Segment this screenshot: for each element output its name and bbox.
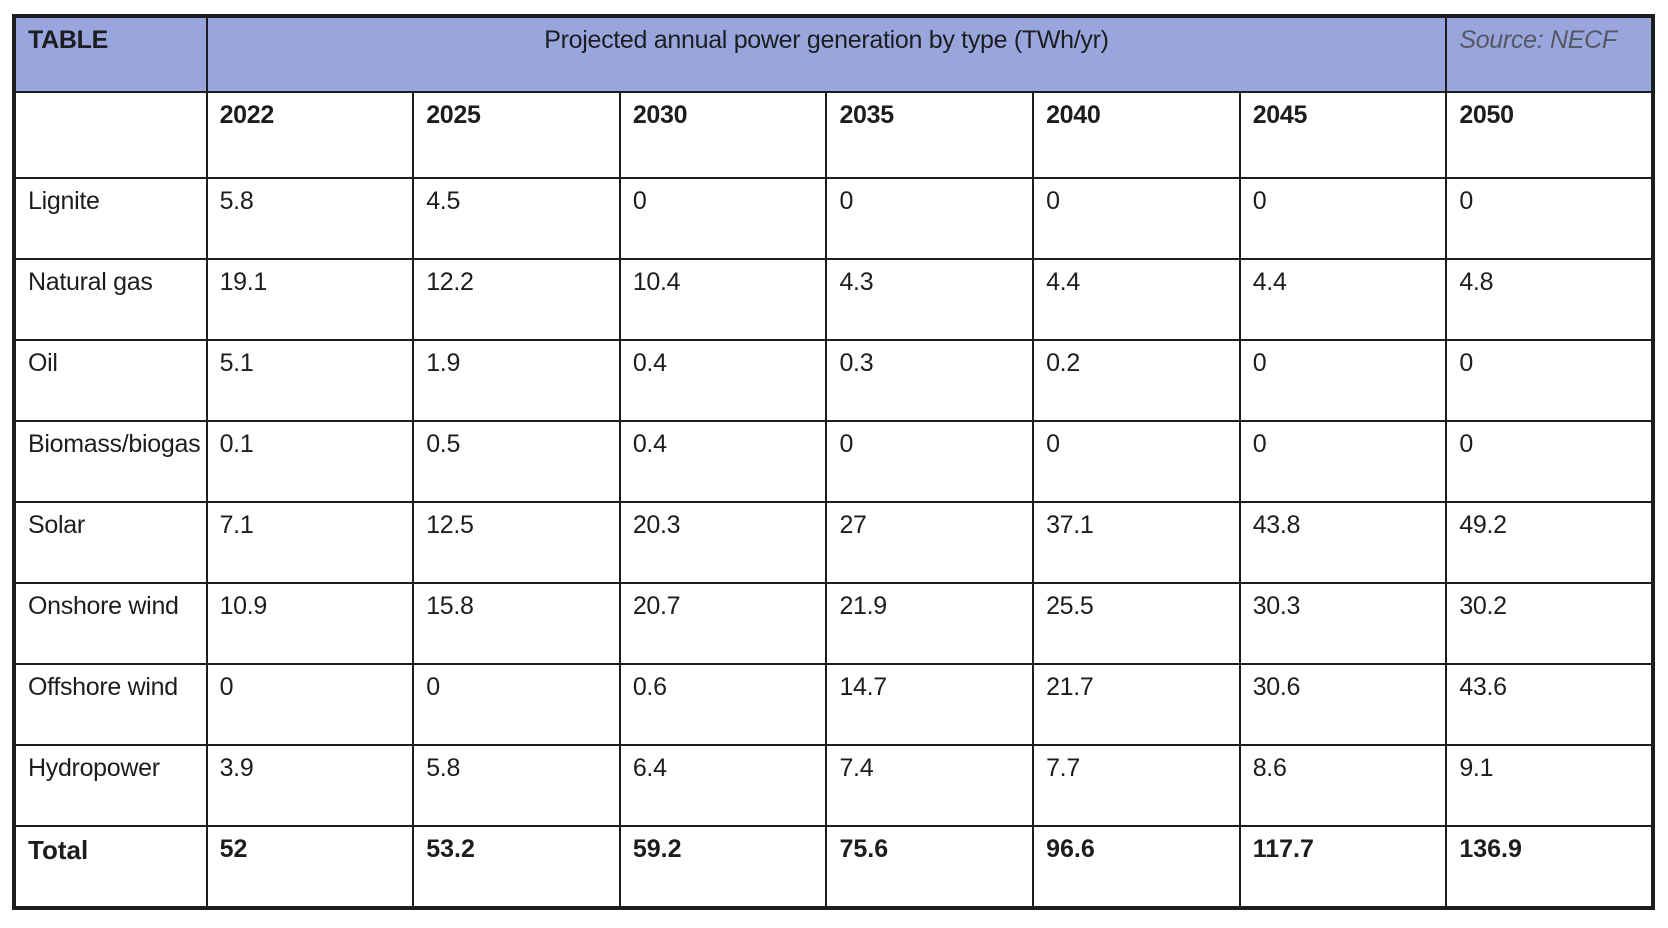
total-row: Total 52 53.2 59.2 75.6 96.6 117.7 136.9	[13, 825, 1654, 909]
corner-label: TABLE	[13, 15, 208, 93]
total-value-cell: 52	[205, 825, 415, 909]
value-cell: 0.2	[1032, 339, 1241, 422]
year-header: 2045	[1238, 91, 1448, 179]
value-cell: 5.8	[412, 744, 621, 827]
row-label: Oil	[13, 339, 208, 422]
year-header: 2022	[205, 91, 415, 179]
total-value-cell: 136.9	[1445, 825, 1654, 909]
value-cell: 10.4	[618, 258, 828, 341]
value-cell: 43.6	[1445, 663, 1654, 746]
value-cell: 0.6	[618, 663, 828, 746]
value-cell: 0	[205, 663, 415, 746]
value-cell: 0	[1032, 177, 1241, 260]
value-cell: 0	[412, 663, 621, 746]
value-cell: 7.1	[205, 501, 415, 584]
value-cell: 9.1	[1445, 744, 1654, 827]
value-cell: 3.9	[205, 744, 415, 827]
year-header: 2025	[412, 91, 621, 179]
table-header-band: TABLE Projected annual power generation …	[13, 15, 1654, 93]
value-cell: 37.1	[1032, 501, 1241, 584]
total-value-cell: 96.6	[1032, 825, 1241, 909]
table-row: Oil 5.1 1.9 0.4 0.3 0.2 0 0	[13, 339, 1654, 422]
value-cell: 4.4	[1032, 258, 1241, 341]
value-cell: 27	[825, 501, 1035, 584]
year-header: 2050	[1445, 91, 1654, 179]
table-row: Onshore wind 10.9 15.8 20.7 21.9 25.5 30…	[13, 582, 1654, 665]
value-cell: 1.9	[412, 339, 621, 422]
value-cell: 8.6	[1238, 744, 1448, 827]
value-cell: 6.4	[618, 744, 828, 827]
value-cell: 0.4	[618, 339, 828, 422]
row-label: Offshore wind	[13, 663, 208, 746]
year-header-row: 2022 2025 2030 2035 2040 2045 2050	[13, 91, 1654, 179]
value-cell: 0	[1445, 339, 1654, 422]
value-cell: 20.7	[618, 582, 828, 665]
value-cell: 21.9	[825, 582, 1035, 665]
total-value-cell: 53.2	[412, 825, 621, 909]
value-cell: 5.1	[205, 339, 415, 422]
value-cell: 10.9	[205, 582, 415, 665]
table-row: Hydropower 3.9 5.8 6.4 7.4 7.7 8.6 9.1	[13, 744, 1654, 827]
total-value-cell: 117.7	[1238, 825, 1448, 909]
value-cell: 0.5	[412, 420, 621, 503]
table-row: Solar 7.1 12.5 20.3 27 37.1 43.8 49.2	[13, 501, 1654, 584]
year-header: 2040	[1032, 91, 1241, 179]
table-row: Lignite 5.8 4.5 0 0 0 0 0	[13, 177, 1654, 260]
value-cell: 4.3	[825, 258, 1035, 341]
year-header: 2035	[825, 91, 1035, 179]
value-cell: 5.8	[205, 177, 415, 260]
value-cell: 19.1	[205, 258, 415, 341]
value-cell: 21.7	[1032, 663, 1241, 746]
value-cell: 0.4	[618, 420, 828, 503]
table-row: Offshore wind 0 0 0.6 14.7 21.7 30.6 43.…	[13, 663, 1654, 746]
row-label: Lignite	[13, 177, 208, 260]
row-label: Biomass/biogas	[13, 420, 208, 503]
empty-header-cell	[13, 91, 208, 179]
value-cell: 4.4	[1238, 258, 1448, 341]
value-cell: 0	[1445, 177, 1654, 260]
value-cell: 14.7	[825, 663, 1035, 746]
value-cell: 0	[1238, 339, 1448, 422]
value-cell: 15.8	[412, 582, 621, 665]
value-cell: 12.5	[412, 501, 621, 584]
value-cell: 0	[1032, 420, 1241, 503]
value-cell: 0	[1445, 420, 1654, 503]
value-cell: 0.1	[205, 420, 415, 503]
value-cell: 25.5	[1032, 582, 1241, 665]
value-cell: 4.5	[412, 177, 621, 260]
value-cell: 0	[618, 177, 828, 260]
row-label: Hydropower	[13, 744, 208, 827]
value-cell: 30.2	[1445, 582, 1654, 665]
value-cell: 0	[1238, 177, 1448, 260]
total-value-cell: 75.6	[825, 825, 1035, 909]
value-cell: 0	[825, 420, 1035, 503]
row-label: Onshore wind	[13, 582, 208, 665]
table-title: Projected annual power generation by typ…	[205, 15, 1448, 93]
value-cell: 7.4	[825, 744, 1035, 827]
total-value-cell: 59.2	[618, 825, 828, 909]
table-row: Biomass/biogas 0.1 0.5 0.4 0 0 0 0	[13, 420, 1654, 503]
row-label: Natural gas	[13, 258, 208, 341]
value-cell: 30.3	[1238, 582, 1448, 665]
row-label: Total	[13, 825, 208, 909]
value-cell: 0	[825, 177, 1035, 260]
value-cell: 0	[1238, 420, 1448, 503]
row-label: Solar	[13, 501, 208, 584]
value-cell: 4.8	[1445, 258, 1654, 341]
source-label: Source: NECF	[1445, 15, 1654, 93]
value-cell: 0.3	[825, 339, 1035, 422]
value-cell: 20.3	[618, 501, 828, 584]
value-cell: 30.6	[1238, 663, 1448, 746]
value-cell: 43.8	[1238, 501, 1448, 584]
year-header: 2030	[618, 91, 828, 179]
value-cell: 12.2	[412, 258, 621, 341]
table-row: Natural gas 19.1 12.2 10.4 4.3 4.4 4.4 4…	[13, 258, 1654, 341]
value-cell: 7.7	[1032, 744, 1241, 827]
value-cell: 49.2	[1445, 501, 1654, 584]
power-generation-table: TABLE Projected annual power generation …	[12, 14, 1655, 910]
